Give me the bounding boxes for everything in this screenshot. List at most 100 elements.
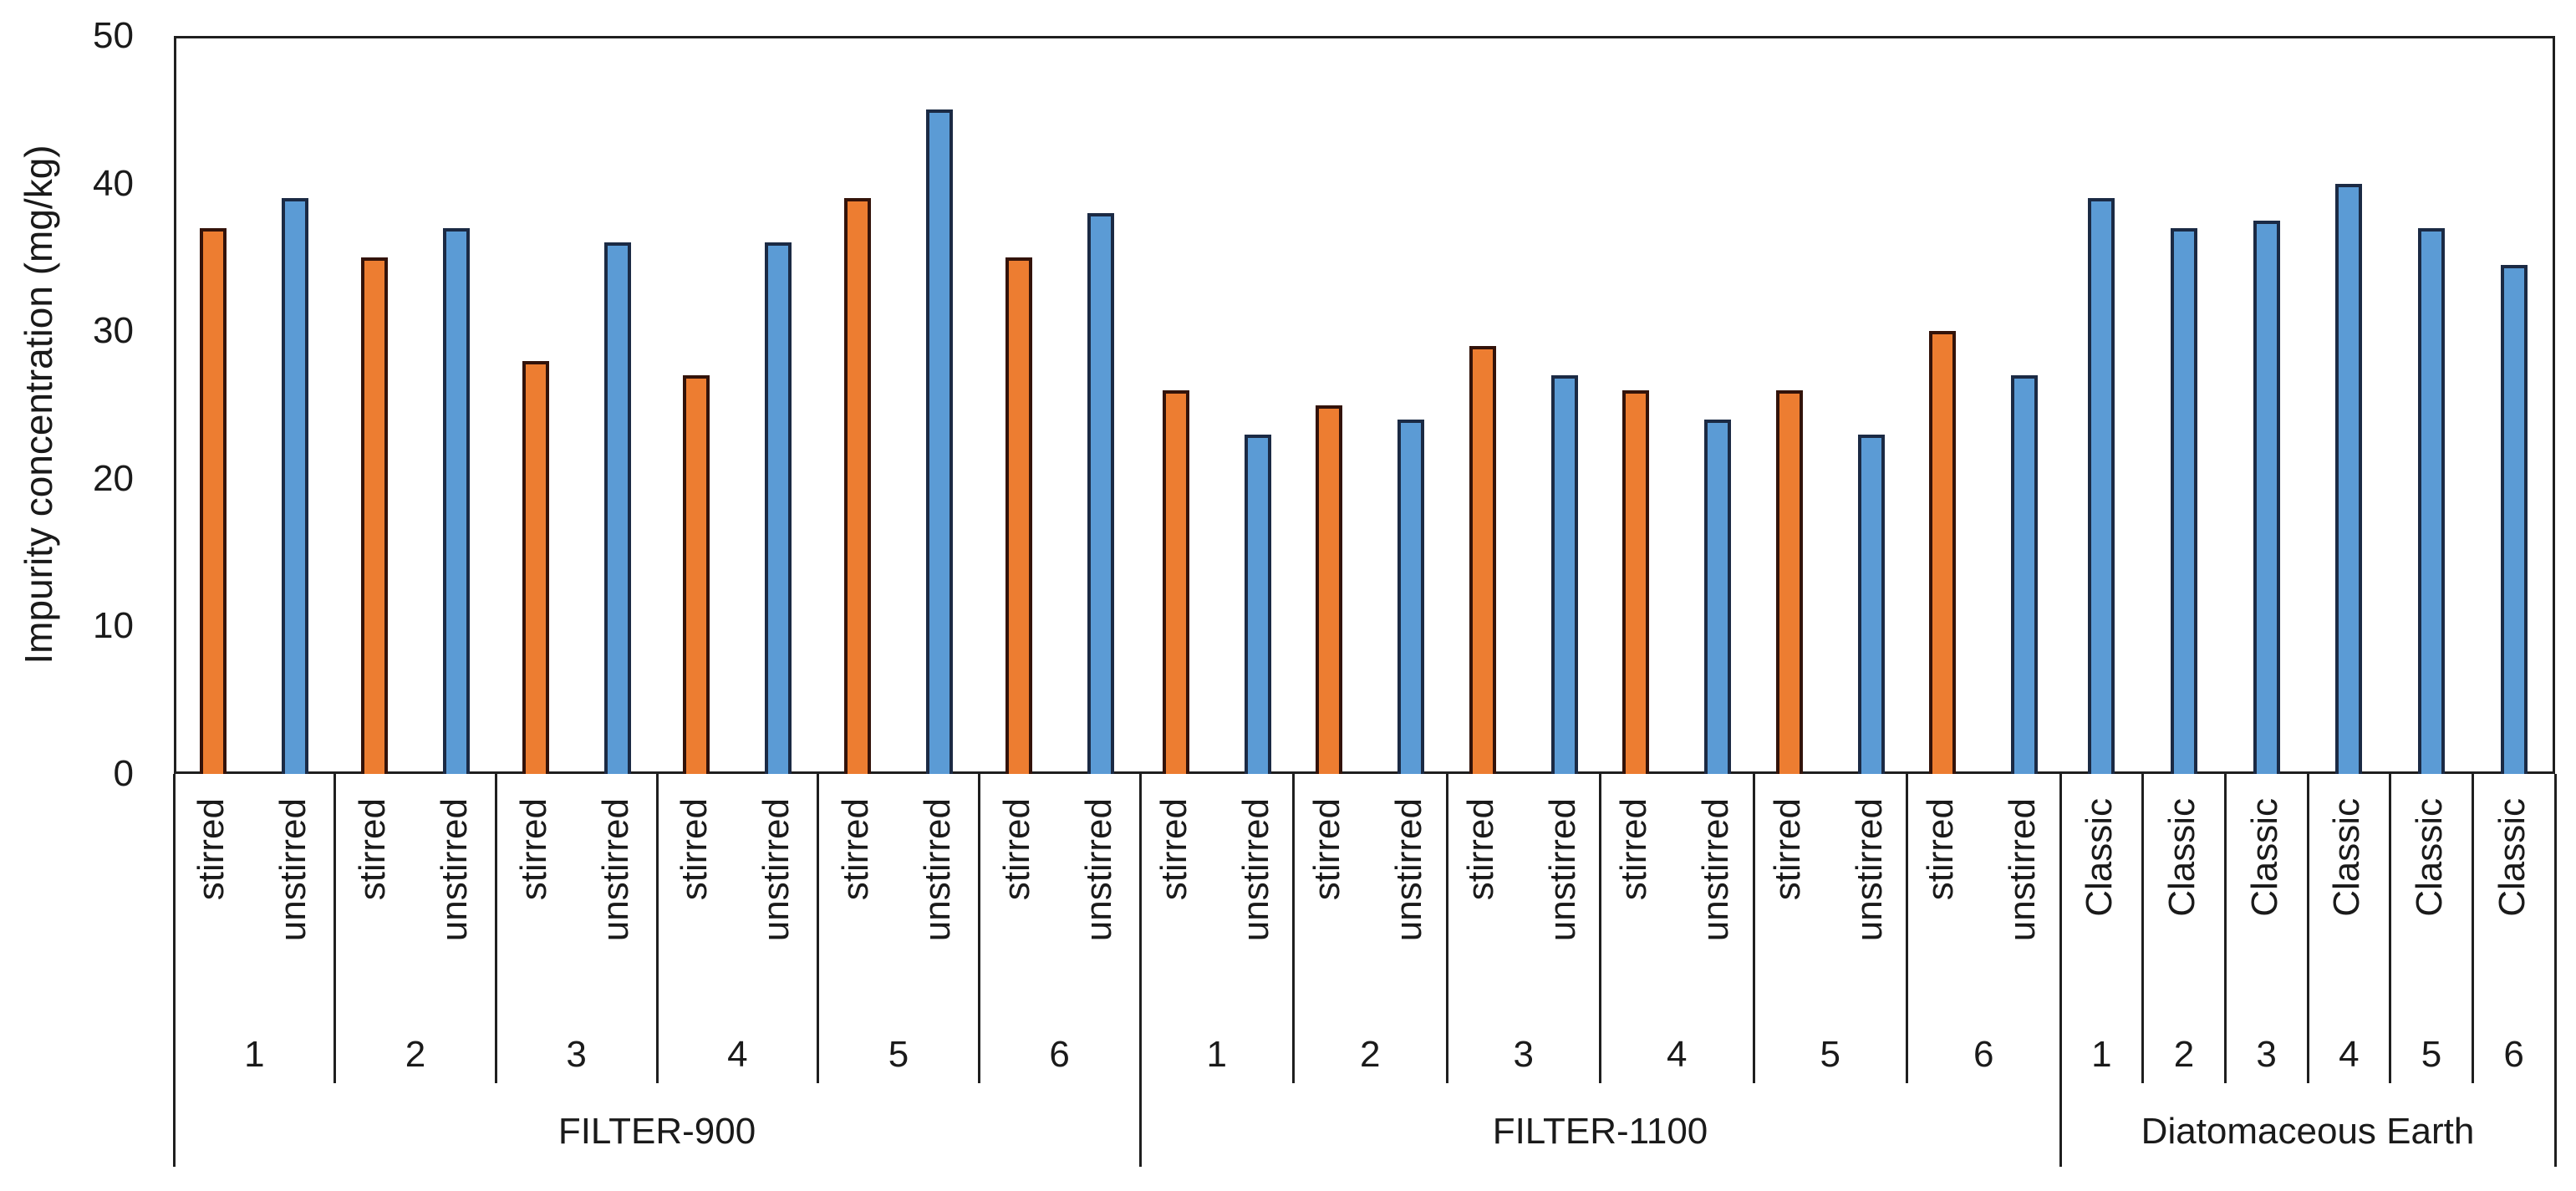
category-label-filter-900-3-stirred: stirred bbox=[512, 798, 554, 901]
bar-filter-1100-1-unstirred bbox=[1244, 434, 1271, 774]
minor-separator-line bbox=[2389, 774, 2392, 1083]
y-tick-label-50: 50 bbox=[93, 15, 134, 56]
category-label-filter-1100-4-stirred: stirred bbox=[1613, 798, 1655, 901]
category-label-filter-900-5-unstirred: unstirred bbox=[917, 798, 958, 942]
category-label-filter-1100-3-stirred: stirred bbox=[1459, 798, 1501, 901]
category-label-diatomaceous-earth-3-classic: Classic bbox=[2243, 798, 2285, 917]
bar-diatomaceous-earth-6-classic bbox=[2500, 264, 2528, 774]
category-label-filter-1100-5-unstirred: unstirred bbox=[1848, 798, 1890, 942]
bar-diatomaceous-earth-4-classic bbox=[2335, 183, 2363, 774]
subgroup-number-filter-1100-1: 1 bbox=[1206, 1034, 1227, 1075]
minor-separator-line bbox=[817, 774, 820, 1083]
bar-filter-900-5-stirred bbox=[844, 198, 871, 774]
bar-filter-900-3-stirred bbox=[522, 360, 549, 774]
group-label-filter-900: FILTER-900 bbox=[557, 1111, 756, 1152]
category-label-diatomaceous-earth-2-classic: Classic bbox=[2161, 798, 2202, 917]
bar-filter-900-4-stirred bbox=[683, 375, 710, 774]
subgroup-number-filter-1100-3: 3 bbox=[1513, 1034, 1534, 1075]
category-label-filter-1100-1-unstirred: unstirred bbox=[1235, 798, 1276, 942]
subgroup-number-diatomaceous-earth-3: 3 bbox=[2256, 1034, 2277, 1075]
minor-separator-line bbox=[333, 774, 337, 1083]
subgroup-number-filter-900-2: 2 bbox=[405, 1034, 426, 1075]
bar-filter-1100-6-unstirred bbox=[2011, 375, 2039, 774]
group-label-filter-1100: FILTER-1100 bbox=[1492, 1111, 1708, 1152]
plot-area bbox=[174, 36, 2555, 774]
y-tick-label-0: 0 bbox=[113, 753, 134, 794]
subgroup-number-filter-1100-6: 6 bbox=[1973, 1034, 1994, 1075]
subgroup-number-filter-1100-2: 2 bbox=[1360, 1034, 1381, 1075]
category-label-diatomaceous-earth-5-classic: Classic bbox=[2409, 798, 2450, 917]
minor-separator-line bbox=[1906, 774, 1908, 1083]
y-tick-label-30: 30 bbox=[93, 310, 134, 352]
category-label-filter-1100-2-unstirred: unstirred bbox=[1388, 798, 1430, 942]
minor-separator-line bbox=[1752, 774, 1755, 1083]
bar-filter-900-6-stirred bbox=[1005, 257, 1032, 774]
category-label-filter-1100-3-unstirred: unstirred bbox=[1541, 798, 1583, 942]
minor-separator-line bbox=[494, 774, 497, 1083]
subgroup-number-filter-900-4: 4 bbox=[727, 1034, 748, 1075]
category-label-filter-1100-6-unstirred: unstirred bbox=[2002, 798, 2044, 942]
category-label-filter-1100-5-stirred: stirred bbox=[1766, 798, 1808, 901]
bar-filter-1100-1-stirred bbox=[1162, 389, 1189, 774]
subgroup-number-diatomaceous-earth-5: 5 bbox=[2421, 1034, 2442, 1075]
minor-separator-line bbox=[655, 774, 659, 1083]
bar-filter-900-4-unstirred bbox=[765, 242, 792, 774]
bar-filter-1100-5-unstirred bbox=[1857, 434, 1885, 774]
minor-separator-line bbox=[2471, 774, 2474, 1083]
major-separator-line bbox=[2553, 774, 2557, 1167]
y-tick-label-20: 20 bbox=[93, 457, 134, 499]
subgroup-number-diatomaceous-earth-1: 1 bbox=[2091, 1034, 2112, 1075]
bar-filter-1100-3-stirred bbox=[1469, 345, 1496, 774]
group-label-diatomaceous-earth: Diatomaceous Earth bbox=[2141, 1111, 2475, 1152]
category-label-filter-900-1-unstirred: unstirred bbox=[272, 798, 314, 942]
minor-separator-line bbox=[2141, 774, 2145, 1083]
minor-separator-line bbox=[977, 774, 980, 1083]
category-label-filter-900-6-stirred: stirred bbox=[995, 798, 1037, 901]
subgroup-number-diatomaceous-earth-4: 4 bbox=[2339, 1034, 2360, 1075]
bar-filter-900-2-unstirred bbox=[443, 227, 470, 774]
category-label-filter-1100-6-stirred: stirred bbox=[1920, 798, 1962, 901]
bar-diatomaceous-earth-1-classic bbox=[2088, 198, 2115, 774]
bar-filter-1100-3-unstirred bbox=[1550, 375, 1578, 774]
minor-separator-line bbox=[2306, 774, 2309, 1083]
category-label-filter-1100-1-stirred: stirred bbox=[1153, 798, 1194, 901]
bar-filter-900-2-stirred bbox=[361, 257, 388, 774]
bar-filter-900-5-unstirred bbox=[926, 109, 953, 774]
y-axis-title: Impurity concentration (mg/kg) bbox=[17, 145, 60, 664]
category-label-filter-900-3-unstirred: unstirred bbox=[594, 798, 636, 942]
category-label-diatomaceous-earth-1-classic: Classic bbox=[2079, 798, 2120, 917]
major-separator-line bbox=[172, 774, 176, 1167]
category-label-filter-900-1-stirred: stirred bbox=[191, 798, 232, 901]
subgroup-number-filter-1100-4: 4 bbox=[1667, 1034, 1688, 1075]
category-label-filter-1100-2-stirred: stirred bbox=[1306, 798, 1348, 901]
category-label-filter-900-4-unstirred: unstirred bbox=[756, 798, 797, 942]
category-label-diatomaceous-earth-4-classic: Classic bbox=[2326, 798, 2368, 917]
bar-filter-900-1-stirred bbox=[200, 227, 227, 774]
category-label-filter-900-4-stirred: stirred bbox=[674, 798, 715, 901]
minor-separator-line bbox=[1599, 774, 1601, 1083]
major-separator-line bbox=[2059, 774, 2062, 1167]
bar-filter-1100-2-stirred bbox=[1316, 405, 1343, 774]
bar-filter-1100-4-unstirred bbox=[1704, 420, 1732, 774]
minor-separator-line bbox=[1445, 774, 1448, 1083]
subgroup-number-diatomaceous-earth-2: 2 bbox=[2173, 1034, 2195, 1075]
category-label-diatomaceous-earth-6-classic: Classic bbox=[2491, 798, 2533, 917]
bar-filter-1100-2-unstirred bbox=[1397, 420, 1425, 774]
bar-diatomaceous-earth-3-classic bbox=[2253, 220, 2280, 774]
minor-separator-line bbox=[1292, 774, 1295, 1083]
category-label-filter-900-2-unstirred: unstirred bbox=[434, 798, 475, 942]
bar-filter-1100-6-stirred bbox=[1929, 331, 1957, 774]
category-label-filter-900-5-stirred: stirred bbox=[835, 798, 876, 901]
bar-filter-1100-5-stirred bbox=[1775, 389, 1803, 774]
bar-diatomaceous-earth-5-classic bbox=[2418, 227, 2445, 774]
major-separator-line bbox=[1138, 774, 1142, 1167]
subgroup-number-filter-900-1: 1 bbox=[244, 1034, 265, 1075]
category-label-filter-1100-4-unstirred: unstirred bbox=[1695, 798, 1737, 942]
subgroup-number-diatomaceous-earth-6: 6 bbox=[2503, 1034, 2524, 1075]
category-label-filter-900-2-stirred: stirred bbox=[352, 798, 393, 901]
subgroup-number-filter-900-6: 6 bbox=[1049, 1034, 1070, 1075]
bar-filter-900-3-unstirred bbox=[603, 242, 631, 774]
category-label-filter-900-6-unstirred: unstirred bbox=[1077, 798, 1119, 942]
bar-diatomaceous-earth-2-classic bbox=[2171, 227, 2197, 774]
